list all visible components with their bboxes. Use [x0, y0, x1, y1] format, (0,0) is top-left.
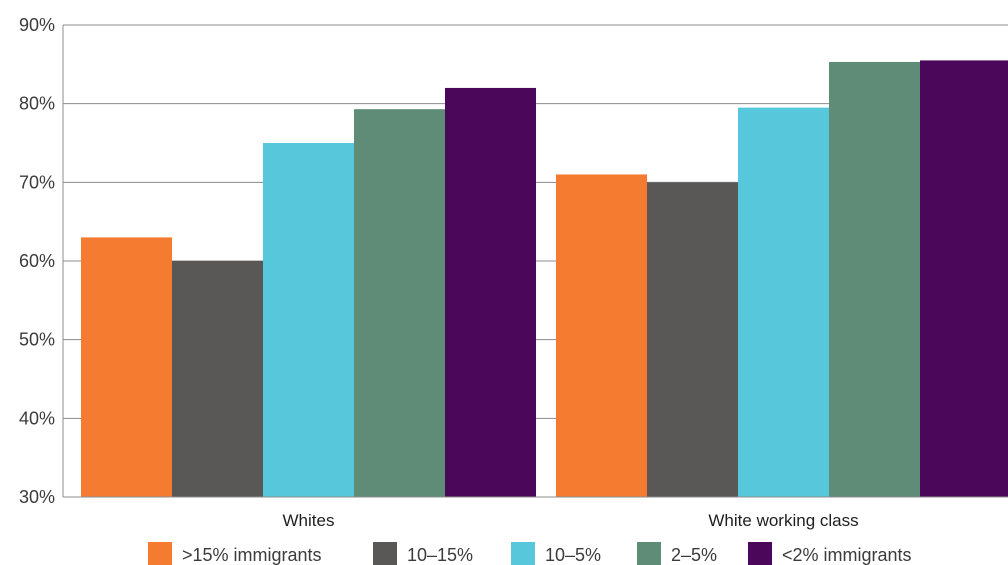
- bar: [445, 87, 536, 497]
- bars: [81, 60, 1008, 498]
- legend-label: >15% immigrants: [182, 545, 322, 565]
- bar: [354, 109, 445, 497]
- bar: [920, 60, 1008, 498]
- bar: [829, 61, 920, 498]
- legend-swatch: [148, 542, 172, 565]
- legend-item: 10–5%: [511, 542, 601, 565]
- bar: [738, 107, 829, 497]
- legend-item: >15% immigrants: [148, 542, 322, 565]
- legend-swatch: [373, 542, 397, 565]
- x-category-label: White working class: [708, 511, 858, 530]
- legend-swatch: [748, 542, 772, 565]
- y-tick-label: 50%: [19, 330, 55, 350]
- legend-label: 10–15%: [407, 545, 473, 565]
- y-tick-label: 90%: [19, 15, 55, 35]
- legend-item: <2% immigrants: [748, 542, 912, 565]
- y-tick-label: 60%: [19, 251, 55, 271]
- y-axis-tick-labels: 30% 40% 50% 60% 70% 80% 90%: [19, 15, 55, 507]
- bar: [81, 237, 172, 497]
- x-category-label: Whites: [283, 511, 335, 530]
- bar: [263, 143, 354, 497]
- legend-item: 2–5%: [637, 542, 717, 565]
- legend-label: 10–5%: [545, 545, 601, 565]
- legend: >15% immigrants 10–15% 10–5% 2–5% <2% immigr…: [148, 542, 912, 565]
- bar: [172, 261, 263, 497]
- y-tick-label: 40%: [19, 408, 55, 428]
- bar: [556, 174, 647, 497]
- legend-label: <2% immigrants: [782, 545, 912, 565]
- x-axis-category-labels: Whites White working class: [283, 511, 859, 530]
- legend-label: 2–5%: [671, 545, 717, 565]
- legend-item: 10–15%: [373, 542, 473, 565]
- legend-swatch: [511, 542, 535, 565]
- bar: [647, 182, 738, 498]
- y-tick-label: 70%: [19, 172, 55, 192]
- y-tick-label: 80%: [19, 94, 55, 114]
- y-tick-label: 30%: [19, 487, 55, 507]
- legend-swatch: [637, 542, 661, 565]
